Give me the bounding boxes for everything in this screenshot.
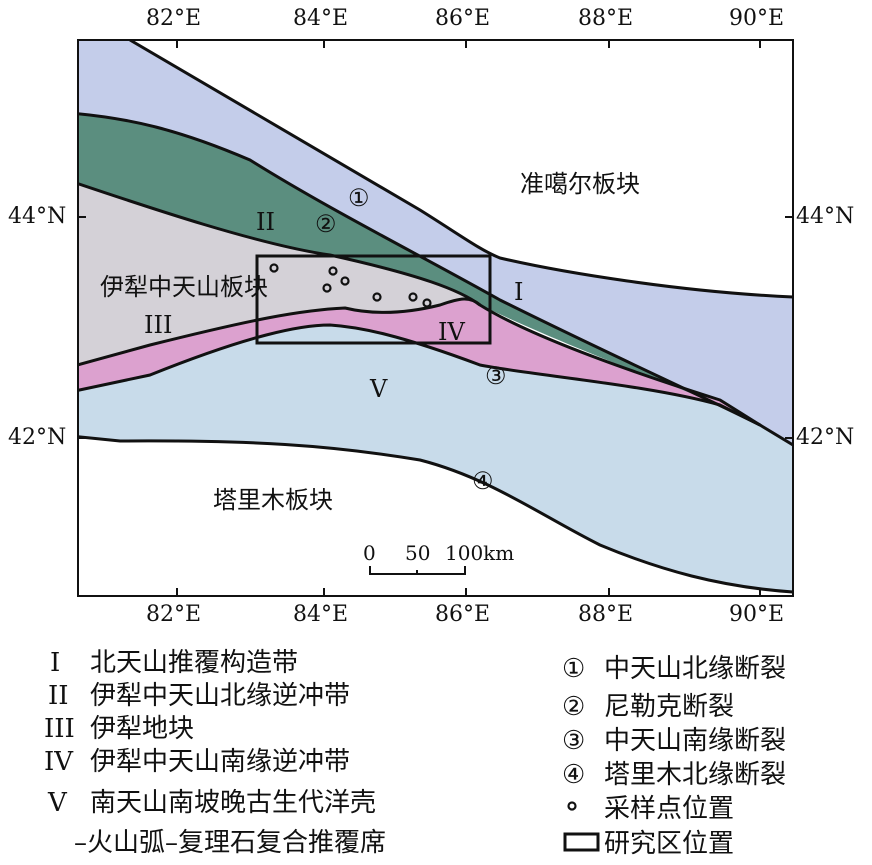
sample-point xyxy=(322,283,332,293)
lon-tick-label: 82°E xyxy=(146,6,202,31)
zone-III-label: III xyxy=(144,311,173,339)
fault-1-line xyxy=(78,112,793,447)
fault-4-line xyxy=(78,435,793,594)
zone-I-area xyxy=(78,40,793,445)
scale-tick-50: 50 xyxy=(405,541,431,565)
fault-2-label: ② xyxy=(315,210,337,238)
legend-fault-label: 塔里木北缘断裂 xyxy=(604,760,787,790)
legend-sample-point-symbol xyxy=(567,801,577,811)
sample-point xyxy=(422,298,432,308)
scale-tick-100km: 100km xyxy=(445,541,515,565)
lon-tick-label: 90°E xyxy=(729,6,785,31)
zone-I-label: I xyxy=(514,278,524,306)
zone-III-area xyxy=(78,183,480,365)
sample-point xyxy=(408,292,418,302)
lat-tick-label: 42°N xyxy=(796,425,855,450)
fault-3-label: ③ xyxy=(485,362,507,390)
legend-study-area-symbol xyxy=(563,832,600,852)
legend-fault-label: 中天山南缘断裂 xyxy=(604,726,787,756)
scale-bar xyxy=(369,566,466,575)
tarim-plate-label: 塔里木板块 xyxy=(213,486,333,514)
zone-II-area xyxy=(78,113,760,425)
legend-fault-label: 尼勒克断裂 xyxy=(604,692,735,722)
legend-sample-point-label: 采样点位置 xyxy=(604,794,735,824)
fault-1-label: ① xyxy=(348,184,370,212)
lon-tick-label: 90°E xyxy=(729,602,785,627)
yili-plate-label: 伊犁中天山板块 xyxy=(100,273,268,301)
legend-zone-label: 伊犁地块 xyxy=(90,714,195,744)
legend-zone-label-cont: –火山弧–复理石复合推覆席 xyxy=(74,828,387,858)
legend-fault-symbol: ② xyxy=(562,692,586,722)
legend-zone-label: 南天山南坡晚古生代洋壳 xyxy=(90,788,377,818)
boundary-lines xyxy=(78,40,793,594)
study-area-rectangle xyxy=(255,254,492,345)
legend-zone-symbol: I xyxy=(50,648,61,678)
scale-tick-0: 0 xyxy=(363,541,376,565)
lon-tick-label: 86°E xyxy=(435,602,491,627)
legend-zone-symbol: III xyxy=(44,714,75,744)
legend-zone-label: 北天山推覆构造带 xyxy=(90,648,299,678)
fault-2-line xyxy=(78,182,761,427)
lat-tick-label: 42°N xyxy=(8,425,67,450)
legend-zone-label: 伊犁中天山南缘逆冲带 xyxy=(90,747,351,777)
legend-zone-label: 伊犁中天山北缘逆冲带 xyxy=(90,681,351,711)
zone-II-label: II xyxy=(256,208,275,236)
lon-tick-label: 86°E xyxy=(435,6,491,31)
axis-ticks xyxy=(78,40,793,596)
lon-tick-label: 84°E xyxy=(293,602,349,627)
legend-zone-symbol: II xyxy=(48,681,69,711)
legend-study-area-label: 研究区位置 xyxy=(604,829,735,859)
legend-fault-symbol: ④ xyxy=(562,760,586,790)
legend-fault-symbol: ③ xyxy=(562,726,586,756)
map-frame xyxy=(77,39,794,597)
lon-tick-label: 84°E xyxy=(293,6,349,31)
fault-4-label: ④ xyxy=(472,467,494,495)
sample-point xyxy=(372,292,382,302)
lon-tick-label: 88°E xyxy=(578,602,634,627)
zone-IV-top-line xyxy=(78,297,482,367)
zone-IV-area xyxy=(78,299,760,425)
legend-fault-symbol: ① xyxy=(562,654,586,684)
fault-3-line xyxy=(78,323,761,427)
sample-point xyxy=(269,263,279,273)
lon-tick-label: 82°E xyxy=(146,602,202,627)
junggar-boundary-line xyxy=(129,40,793,299)
lat-tick-label: 44°N xyxy=(796,204,855,229)
sample-point xyxy=(328,266,338,276)
legend-zone-symbol: V xyxy=(48,788,67,818)
zone-V-label: V xyxy=(370,375,388,403)
zone-IV-label: IV xyxy=(438,318,465,346)
zone-V-area xyxy=(78,325,793,592)
lon-tick-label: 88°E xyxy=(578,6,634,31)
sample-point xyxy=(340,276,350,286)
lat-tick-label: 44°N xyxy=(8,204,67,229)
legend-fault-label: 中天山北缘断裂 xyxy=(604,654,787,684)
junggar-plate-label: 准噶尔板块 xyxy=(520,170,640,198)
legend-zone-symbol: IV xyxy=(44,747,74,777)
